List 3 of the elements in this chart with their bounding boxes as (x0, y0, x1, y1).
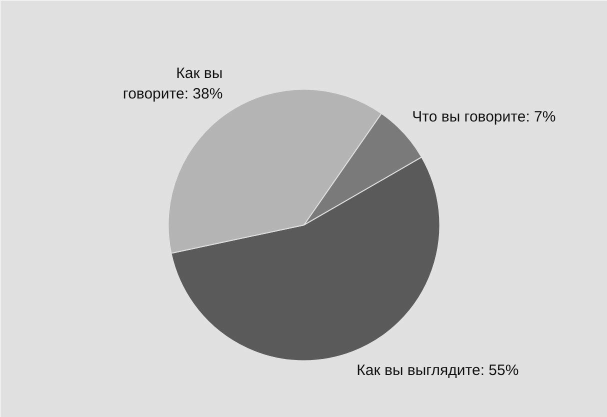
slice-label: Как вы говорите: 38% (122, 65, 223, 103)
slice-label: Как вы выглядите: 55% (356, 362, 519, 380)
slice-label: Что вы говорите: 7% (412, 108, 556, 126)
